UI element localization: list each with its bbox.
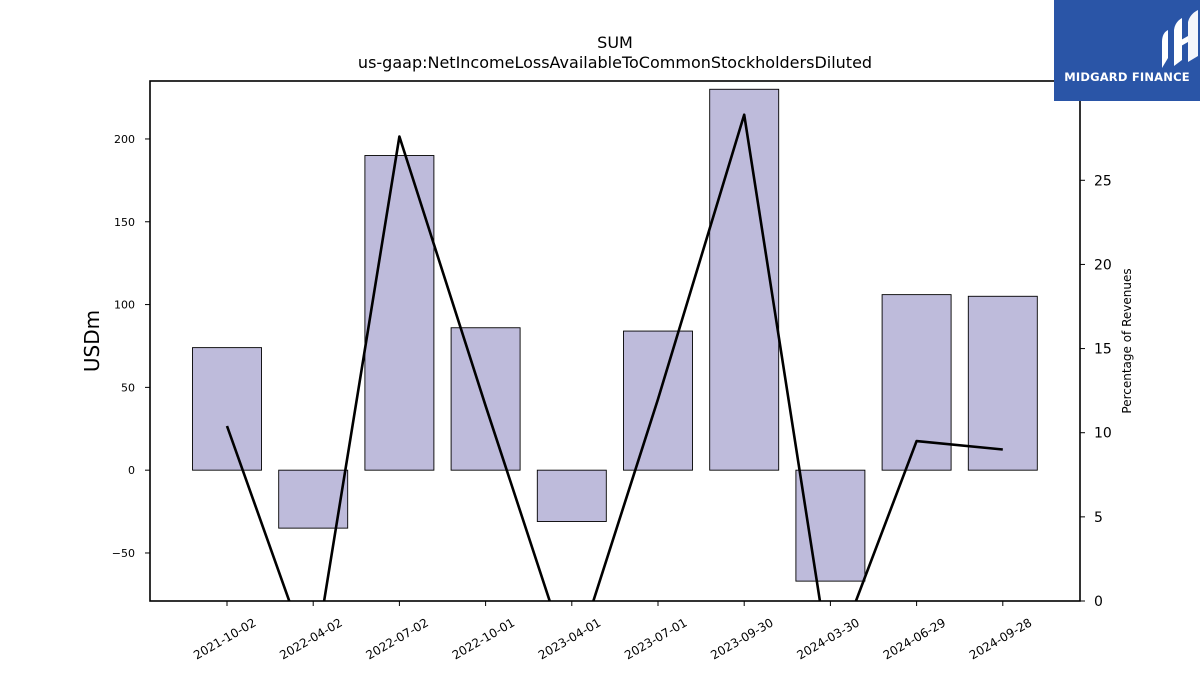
y2-tick-label: 5	[1094, 510, 1103, 526]
y2-tick-label: 25	[1094, 173, 1112, 189]
x-tick-label: 2022-07-02	[363, 615, 430, 662]
bar-2022-07-02	[364, 155, 435, 471]
x-tick-label: 2022-04-02	[277, 615, 344, 662]
plot-frame	[149, 80, 1081, 602]
logo-mark-icon	[1162, 10, 1198, 68]
x-tick-label: 2024-03-30	[794, 615, 861, 662]
brand-name: MIDGARD FINANCE	[1064, 70, 1190, 84]
x-tick-label: 2024-09-28	[967, 615, 1034, 662]
y2-axis-label: Percentage of Revenues	[1120, 268, 1134, 413]
bar-2023-09-30	[709, 88, 780, 471]
y2-tick-label: 20	[1094, 257, 1112, 273]
bar-2022-10-01	[450, 327, 521, 471]
bar-2024-09-28	[967, 295, 1038, 471]
y-tick-label: 100	[114, 299, 135, 312]
x-tick-label: 2022-10-01	[450, 615, 517, 662]
x-tick-label: 2023-09-30	[708, 615, 775, 662]
bar-2021-10-02	[192, 347, 262, 471]
y2-tick-label: 0	[1094, 594, 1103, 610]
bar-2023-04-01	[536, 469, 607, 522]
bar-2024-03-30	[795, 469, 866, 582]
chart-subtitle: us-gaap:NetIncomeLossAvailableToCommonSt…	[358, 53, 872, 72]
bar-2024-06-29	[881, 294, 952, 471]
chart-title: SUM	[597, 33, 633, 52]
x-tick-label: 2024-06-29	[881, 615, 948, 662]
y-tick-label: 50	[121, 381, 135, 394]
midgard-finance-logo: MIDGARD FINANCE	[1054, 0, 1200, 101]
y2-tick-label: 10	[1094, 426, 1112, 442]
x-tick-label: 2023-07-01	[622, 615, 689, 662]
x-tick-label: 2023-04-01	[536, 615, 603, 662]
y-tick-label: 200	[114, 133, 135, 146]
y-axis-label: USDm	[80, 310, 104, 372]
y-tick-label: 150	[114, 216, 135, 229]
y-tick-label: 0	[128, 464, 135, 477]
y2-tick-label: 15	[1094, 342, 1112, 358]
x-tick-label: 2021-10-02	[191, 615, 258, 662]
y-tick-label: −50	[112, 547, 135, 560]
percentage-of-revenues-line	[225, 113, 1003, 601]
